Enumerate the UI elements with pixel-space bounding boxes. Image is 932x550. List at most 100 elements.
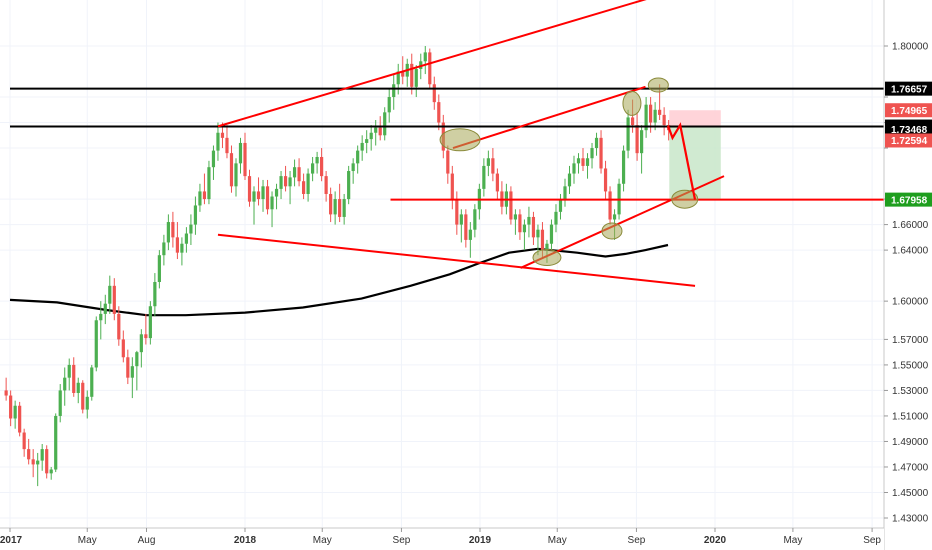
- candle-body: [270, 196, 274, 210]
- candle: [473, 204, 477, 238]
- highlight-ellipse[interactable]: [601, 222, 623, 240]
- candle: [247, 169, 252, 207]
- candle-body: [81, 382, 85, 410]
- y-tick-label: 1.47000: [892, 462, 929, 473]
- candle-body: [22, 432, 26, 450]
- x-tick-label: May: [313, 535, 332, 546]
- projection-line[interactable]: [666, 122, 697, 200]
- highlight-ellipse[interactable]: [622, 90, 642, 116]
- candle: [301, 173, 306, 200]
- candle: [572, 155, 576, 184]
- candle: [486, 150, 490, 177]
- candle: [180, 237, 184, 266]
- price-label-box[interactable]: [885, 122, 932, 137]
- moving-average: [9, 243, 669, 317]
- candle: [653, 102, 657, 131]
- candle: [184, 227, 189, 253]
- candle-body: [234, 163, 238, 187]
- price-label: 1.72594: [891, 136, 928, 147]
- price-label-box[interactable]: [885, 192, 932, 207]
- candle: [333, 191, 337, 225]
- candle-body: [166, 222, 170, 243]
- candle-body: [108, 285, 112, 304]
- highlight-ellipse[interactable]: [439, 128, 481, 152]
- candle-body: [238, 142, 243, 164]
- candle-body: [216, 132, 220, 151]
- trend-line[interactable]: [217, 0, 682, 128]
- candle-body: [329, 193, 333, 215]
- candle-body: [644, 104, 648, 131]
- candle: [621, 145, 626, 192]
- price-label: 1.73468: [891, 125, 928, 136]
- candle: [207, 160, 211, 205]
- candle: [315, 151, 319, 174]
- candle: [351, 158, 355, 184]
- candle-body: [265, 186, 270, 210]
- y-axis[interactable]: 1.800001.760001.740001.720001.680001.660…: [883, 0, 932, 550]
- candle-body: [72, 364, 76, 393]
- x-axis-panel[interactable]: [0, 528, 884, 550]
- candle: [549, 219, 554, 251]
- candle: [558, 193, 563, 220]
- stop-zone[interactable]: [669, 110, 721, 127]
- highlight-ellipse[interactable]: [532, 249, 562, 267]
- candle: [392, 74, 396, 110]
- candle: [22, 428, 26, 457]
- candle: [531, 211, 536, 246]
- candle-body: [378, 127, 382, 136]
- candle-body: [198, 191, 202, 206]
- position-tool[interactable]: [669, 110, 721, 200]
- candle-body: [283, 176, 288, 187]
- candle-body: [9, 395, 13, 419]
- candle: [360, 135, 364, 161]
- candle-body: [554, 211, 558, 225]
- highlight-ellipse[interactable]: [647, 77, 669, 93]
- candle: [31, 449, 35, 478]
- candle: [175, 222, 179, 260]
- candle-body: [423, 52, 427, 62]
- candle: [450, 165, 454, 210]
- candle-body: [27, 449, 31, 460]
- candle-body: [626, 117, 630, 151]
- price-label-box[interactable]: [885, 81, 932, 96]
- candle-body: [189, 224, 193, 234]
- candle-body: [383, 112, 387, 136]
- projection-path[interactable]: [666, 122, 697, 200]
- candle: [374, 119, 378, 146]
- candle: [581, 148, 585, 172]
- y-tick-label: 1.51000: [892, 411, 929, 422]
- x-axis[interactable]: 2017 May Aug 2018 May Sep 2019 May Sep 2020 May Sep: [0, 527, 884, 550]
- candle: [464, 209, 468, 248]
- price-label-box[interactable]: [885, 133, 932, 148]
- candle: [238, 137, 243, 174]
- trend-line[interactable]: [452, 85, 646, 150]
- trend-line[interactable]: [217, 233, 696, 287]
- candle: [85, 390, 89, 419]
- price-label-box[interactable]: [885, 103, 932, 118]
- candle-body: [473, 209, 477, 230]
- candle: [365, 130, 369, 154]
- candle-body: [311, 163, 315, 174]
- candle: [144, 313, 148, 345]
- target-zone[interactable]: [669, 126, 721, 200]
- candle-body: [333, 199, 337, 215]
- highlight-ellipse[interactable]: [671, 189, 699, 209]
- candle-body: [301, 181, 306, 194]
- candle: [378, 116, 382, 141]
- candle: [635, 112, 639, 161]
- highlight-ellipses[interactable]: [439, 77, 699, 267]
- candle: [166, 214, 170, 251]
- horizontal-levels[interactable]: [10, 87, 884, 201]
- candle-body: [247, 176, 252, 202]
- candle: [594, 132, 599, 156]
- candle: [324, 171, 328, 202]
- x-tick-label: 2017: [0, 535, 23, 546]
- candle-body: [342, 199, 346, 217]
- x-tick-label: May: [78, 535, 97, 546]
- candle-body: [18, 405, 22, 433]
- candle-body: [126, 357, 130, 378]
- candle-body: [351, 163, 355, 172]
- candle: [283, 165, 288, 192]
- candle: [193, 196, 198, 235]
